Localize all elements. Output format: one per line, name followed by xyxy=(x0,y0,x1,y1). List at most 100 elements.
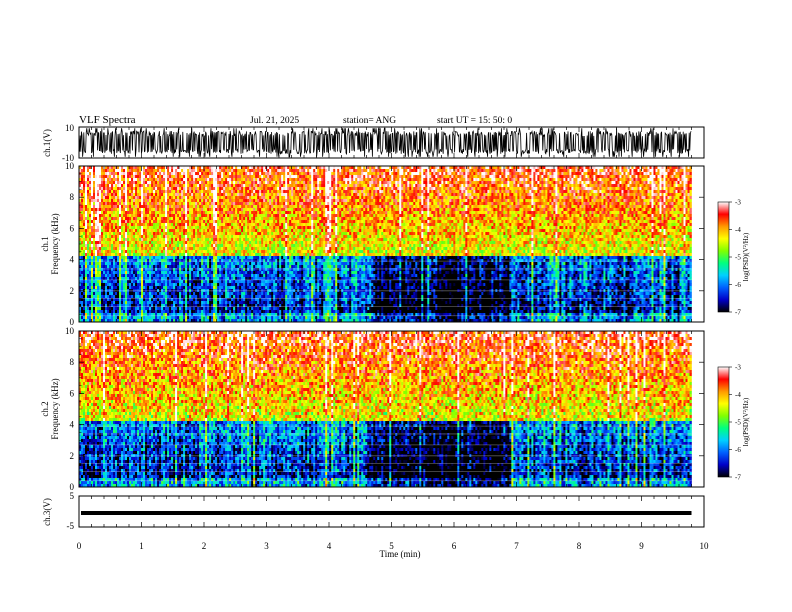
spectrogram-cell xyxy=(99,292,101,295)
header-start-time: start UT = 15: 50: 0 xyxy=(437,116,512,126)
spectrogram-cell xyxy=(139,265,141,268)
spectrogram-cell xyxy=(117,196,119,199)
spectrogram-cell xyxy=(139,274,141,277)
spectrogram-cell xyxy=(89,292,91,295)
spectrogram-cell xyxy=(131,280,133,283)
spectrogram-cell xyxy=(125,217,127,220)
spectrogram-cell xyxy=(85,241,87,244)
spectrogram-cell xyxy=(133,202,135,205)
spectrogram-cell xyxy=(81,229,83,232)
spectrogram-cell xyxy=(127,274,129,277)
spectrogram-cell xyxy=(103,208,105,211)
spectrogram-cell xyxy=(87,307,89,310)
spectrogram-cell xyxy=(137,226,139,229)
spectrogram-cell xyxy=(85,214,87,217)
spectrogram-cell xyxy=(91,199,93,202)
spectrogram-cell xyxy=(115,307,117,310)
spectrogram-cell xyxy=(131,283,133,286)
spectrogram-cell xyxy=(95,238,97,241)
spectrogram-cell xyxy=(135,190,137,193)
spectrogram-cell xyxy=(119,214,121,217)
spectrogram-cell xyxy=(99,244,101,247)
spectrogram-cell xyxy=(97,175,99,178)
spectrogram-cell xyxy=(107,196,109,199)
spectrogram-cell xyxy=(93,187,95,190)
spectrogram-cell xyxy=(117,262,119,265)
spectrogram-cell xyxy=(95,223,97,226)
spectrogram-cell xyxy=(127,205,129,208)
spectrogram-cell xyxy=(105,223,107,226)
spectrogram-cell xyxy=(121,193,123,196)
spectrogram-cell xyxy=(115,286,117,289)
spectrogram-cell xyxy=(131,193,133,196)
spectrogram-cell xyxy=(123,232,125,235)
spectrogram-cell xyxy=(119,244,121,247)
spectrogram-cell xyxy=(137,247,139,250)
spectrogram-cell xyxy=(105,190,107,193)
spectrogram-cell xyxy=(99,274,101,277)
spectrogram-cell xyxy=(87,181,89,184)
spectrogram-cell xyxy=(107,262,109,265)
spectrogram-cell xyxy=(89,172,91,175)
spectrogram-cell xyxy=(119,238,121,241)
spectrogram-cell xyxy=(87,220,89,223)
spectrogram-cell xyxy=(121,190,123,193)
spectrogram-cell xyxy=(83,235,85,238)
spectrogram-cell xyxy=(99,301,101,304)
spectrogram-cell xyxy=(89,169,91,172)
spectrogram-cell xyxy=(127,307,129,310)
spectrogram-cell xyxy=(95,271,97,274)
spectrogram-cell xyxy=(101,241,103,244)
spectrogram-cell xyxy=(135,286,137,289)
spectrogram-cell xyxy=(137,205,139,208)
spectrogram-cell xyxy=(97,307,99,310)
spectrogram-cell xyxy=(87,316,89,319)
ch1-waveform-panel: 10 -10 ch.1(V) xyxy=(42,123,704,163)
spectrogram-cell xyxy=(117,208,119,211)
spectrogram-cell xyxy=(119,181,121,184)
spectrogram-cell xyxy=(129,187,131,190)
spectrogram-cell xyxy=(117,256,119,259)
spectrogram-cell xyxy=(135,172,137,175)
spectrogram-cell xyxy=(121,220,123,223)
spectrogram-cell xyxy=(91,202,93,205)
spectrogram-cell xyxy=(107,172,109,175)
spectrogram-cell xyxy=(135,295,137,298)
spectrogram-cell xyxy=(83,265,85,268)
spectrogram-cell xyxy=(123,250,125,253)
spectrogram-cell xyxy=(115,220,117,223)
spectrogram-cell xyxy=(113,229,115,232)
spectrogram-cell xyxy=(105,238,107,241)
spectrogram-cell xyxy=(125,223,127,226)
spectrogram-cell xyxy=(119,292,121,295)
spectrogram-cell xyxy=(87,259,89,262)
spectrogram-cell xyxy=(95,190,97,193)
spectrogram-cell xyxy=(115,190,117,193)
spectrogram-cell xyxy=(115,292,117,295)
spectrogram-cell xyxy=(89,187,91,190)
spectrogram-cell xyxy=(125,172,127,175)
spectrogram-cell xyxy=(127,283,129,286)
spectrogram-cell xyxy=(93,253,95,256)
spectrogram-cell xyxy=(127,280,129,283)
spectrogram-cell xyxy=(87,169,89,172)
spectrogram-cell xyxy=(91,232,93,235)
spectrogram-cell xyxy=(119,301,121,304)
spectrogram-cell xyxy=(133,184,135,187)
spectrogram-cell xyxy=(107,286,109,289)
spectrogram-cell xyxy=(81,274,83,277)
spectrogram-cell xyxy=(127,181,129,184)
spectrogram-cell xyxy=(125,175,127,178)
spectrogram-cell xyxy=(139,235,141,238)
spectrogram-cell xyxy=(107,205,109,208)
spectrogram-cell xyxy=(135,304,137,307)
spectrogram-cell xyxy=(109,196,111,199)
spectrogram-cell xyxy=(115,193,117,196)
spectrogram-cell xyxy=(109,292,111,295)
spectrogram-cell xyxy=(109,199,111,202)
spectrogram-cell xyxy=(103,226,105,229)
ch1-spectrogram-image xyxy=(79,166,692,322)
spectrogram-cell xyxy=(125,211,127,214)
spectrogram-cell xyxy=(123,304,125,307)
spectrogram-cell xyxy=(89,274,91,277)
